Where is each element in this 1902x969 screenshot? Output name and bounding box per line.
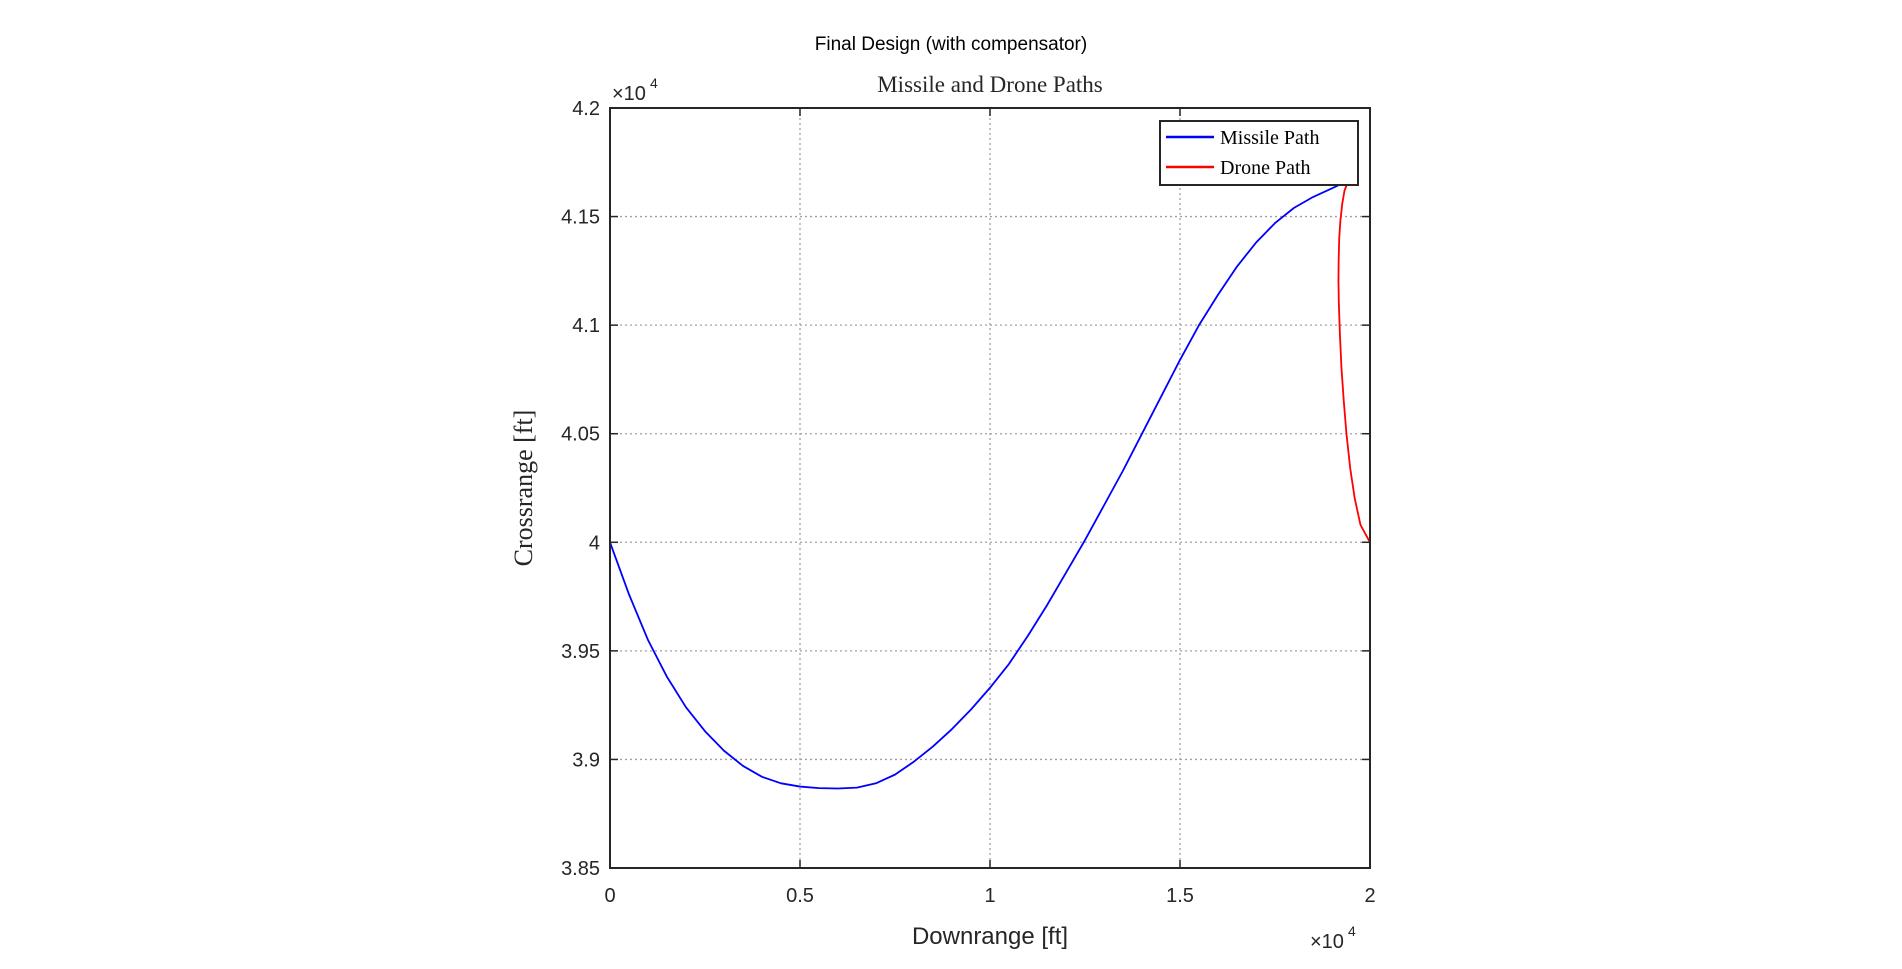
x-tick-label: 0 bbox=[604, 885, 615, 907]
y-tick-label: 4 bbox=[589, 532, 600, 554]
y-tick-label: 3.95 bbox=[561, 641, 600, 663]
x-tick-label: 1.5 bbox=[1166, 885, 1194, 907]
x-tick-label: 1 bbox=[984, 885, 995, 907]
y-tick-label: 4.1 bbox=[572, 315, 600, 337]
y-exponent-base: ×10 bbox=[612, 83, 646, 105]
x-tick-label: 2 bbox=[1364, 885, 1375, 907]
missile-path-line bbox=[609, 179, 1350, 790]
legend-label-drone: Drone Path bbox=[1220, 157, 1311, 179]
y-exponent-label: ×10 4 bbox=[612, 75, 658, 105]
figure-suptitle: Final Design (with compensator) bbox=[815, 34, 1087, 55]
x-axis-label: Downrange [ft] bbox=[912, 923, 1068, 950]
y-tick-label: 4.2 bbox=[572, 98, 600, 120]
chart-title: Missile and Drone Paths bbox=[877, 72, 1103, 97]
legend-box bbox=[1159, 120, 1359, 186]
plot-area: 0 0.5 1 1.5 2 3.85 3.9 3.95 4 4.05 4.1 4.15 4.2 bbox=[561, 98, 1376, 907]
y-tick-label: 3.9 bbox=[572, 749, 600, 771]
drone-path-line bbox=[1337, 179, 1371, 544]
y-exponent-power: 4 bbox=[650, 75, 658, 91]
x-exponent-power: 4 bbox=[1348, 923, 1356, 939]
y-tick-label: 3.85 bbox=[561, 858, 600, 880]
legend[interactable]: Missile Path Drone Path bbox=[1159, 120, 1359, 186]
grid bbox=[610, 108, 1370, 868]
y-axis-label: Crossrange [ft] bbox=[509, 410, 538, 567]
y-tick-label: 4.15 bbox=[561, 207, 600, 229]
legend-label-missile: Missile Path bbox=[1220, 127, 1319, 149]
x-exponent-base: ×10 bbox=[1310, 931, 1344, 953]
x-tick-label: 0.5 bbox=[786, 885, 814, 907]
series-layer bbox=[609, 179, 1371, 790]
tick-labels: 0 0.5 1 1.5 2 3.85 3.9 3.95 4 4.05 4.1 4.15 4.2 bbox=[561, 98, 1376, 907]
ticks bbox=[609, 107, 1371, 869]
x-exponent-label: ×10 4 bbox=[1310, 923, 1356, 953]
y-tick-label: 4.05 bbox=[561, 424, 600, 446]
